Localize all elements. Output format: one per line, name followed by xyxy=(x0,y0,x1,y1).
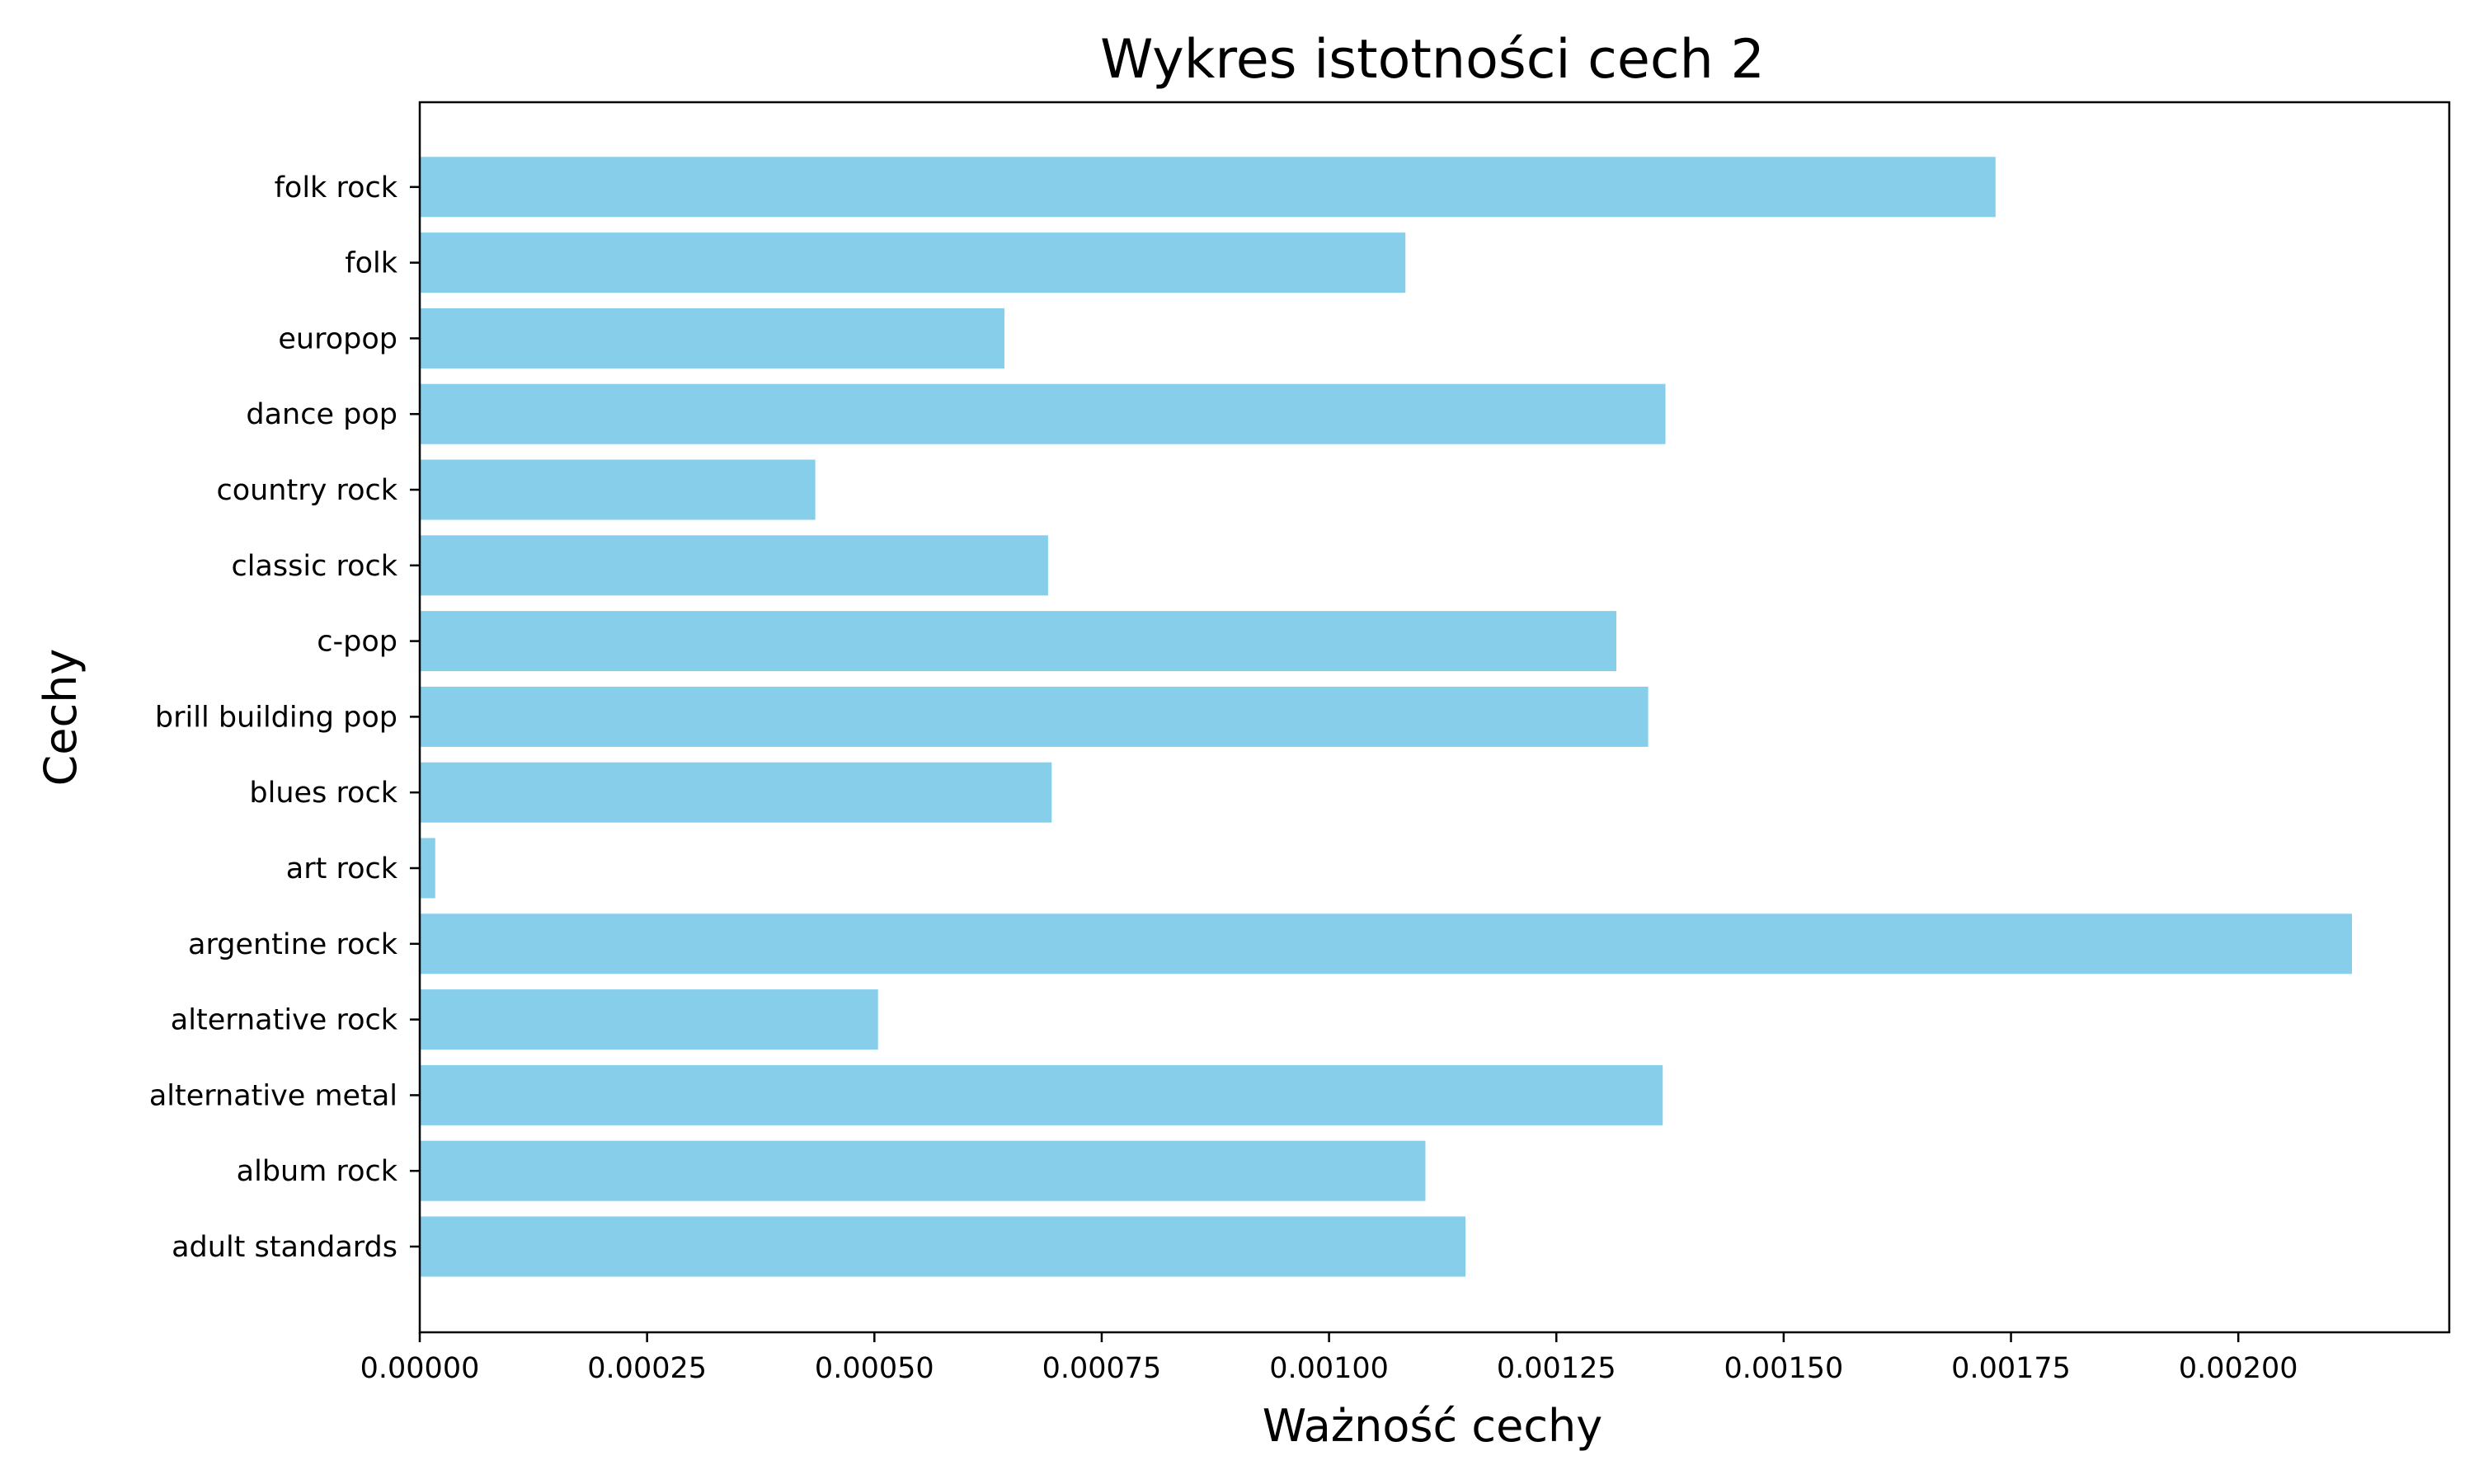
y-tick-label: dance pop xyxy=(246,398,397,431)
bar-alternative-metal xyxy=(420,1064,1663,1125)
bar-c-pop xyxy=(420,611,1617,672)
x-tick-label: 0.00200 xyxy=(2179,1352,2298,1385)
y-tick-label: art rock xyxy=(286,852,398,885)
x-tick-label: 0.00175 xyxy=(1951,1352,2071,1385)
bar-country-rock xyxy=(420,459,816,520)
x-tick-label: 0.00050 xyxy=(815,1352,934,1385)
y-tick-label: argentine rock xyxy=(188,928,398,961)
y-tick-label: alternative metal xyxy=(149,1079,397,1112)
x-tick-label: 0.00125 xyxy=(1497,1352,1616,1385)
bars-layer xyxy=(420,157,2353,1277)
x-tick-label: 0.00000 xyxy=(360,1352,480,1385)
y-tick-label: alternative rock xyxy=(171,1004,398,1037)
y-tick-label: classic rock xyxy=(231,550,397,583)
x-tick-label: 0.00150 xyxy=(1724,1352,1844,1385)
y-tick-label: album rock xyxy=(237,1155,398,1188)
bar-europop xyxy=(420,308,1004,369)
bar-argentine-rock xyxy=(420,913,2353,974)
y-tick-label: adult standards xyxy=(172,1231,397,1264)
x-tick-label: 0.00025 xyxy=(587,1352,707,1385)
y-tick-label: europop xyxy=(278,322,397,355)
bar-brill-building-pop xyxy=(420,686,1649,747)
bar-alternative-rock xyxy=(420,989,878,1050)
y-tick-label: blues rock xyxy=(249,777,397,810)
y-tick-label: c-pop xyxy=(317,626,397,659)
y-tick-label: brill building pop xyxy=(155,701,397,734)
x-tick-label: 0.00100 xyxy=(1269,1352,1389,1385)
bar-dance-pop xyxy=(420,383,1666,444)
y-axis-title: Cechy xyxy=(35,649,87,787)
x-tick-label: 0.00075 xyxy=(1042,1352,1162,1385)
labels-layer: adult standards album rock alternative met… xyxy=(149,171,2298,1385)
bar-folk xyxy=(420,232,1406,294)
bar-classic-rock xyxy=(420,535,1048,596)
x-axis-title: Ważność cechy xyxy=(1263,1400,1602,1452)
bar-folk-rock xyxy=(420,157,1996,218)
plot-frame xyxy=(418,101,2451,1334)
bar-adult-standards xyxy=(420,1216,1465,1277)
bar-album-rock xyxy=(420,1140,1426,1201)
chart-title: Wykres istotności cech 2 xyxy=(1100,29,1765,91)
bar-blues-rock xyxy=(420,762,1052,823)
y-tick-label: folk xyxy=(345,247,397,280)
axes-layer xyxy=(410,186,2240,1342)
y-tick-label: folk rock xyxy=(275,171,398,204)
y-tick-label: country rock xyxy=(216,474,397,507)
bar-art-rock xyxy=(420,838,435,899)
